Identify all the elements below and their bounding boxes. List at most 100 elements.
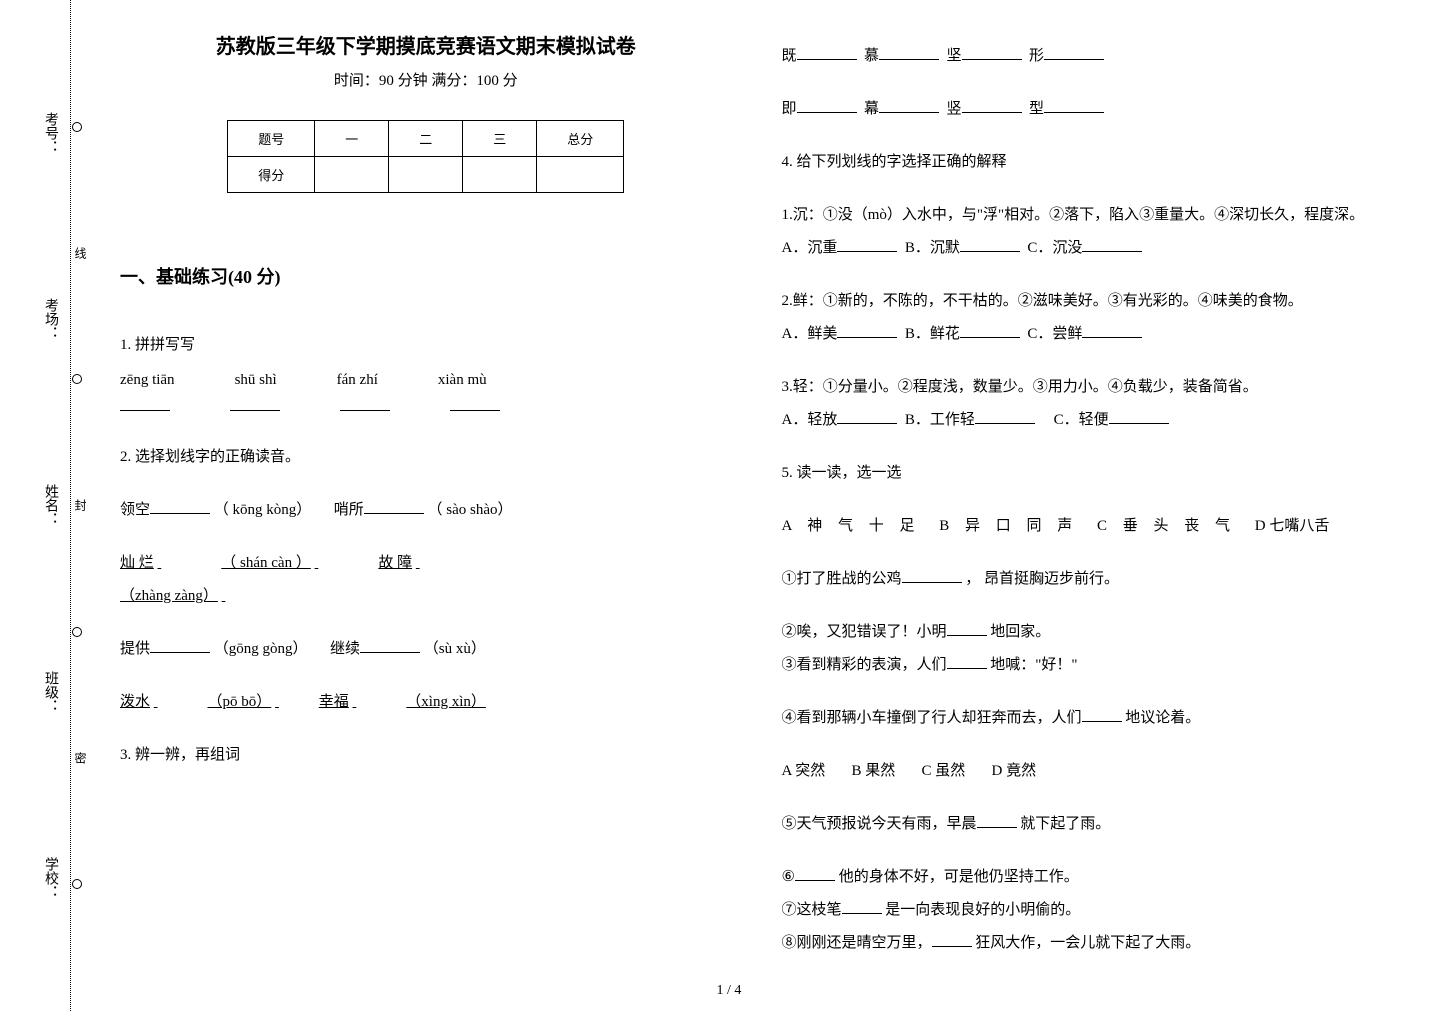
answer-blank — [150, 499, 210, 514]
answer-blank — [230, 395, 280, 411]
th-1: 一 — [315, 121, 389, 157]
answer-blank — [837, 409, 897, 424]
text: ， 昂首挺胸迈步前行。 — [965, 571, 1119, 587]
answer-blank — [416, 547, 456, 580]
seal-xian: 线 — [72, 247, 89, 259]
q2-py: （gōng gòng） — [214, 641, 308, 657]
q4-entry-3: 3.轻：①分量小。②程度浅，数量少。③用力小。④负载少，装备简省。 A．轻放 B… — [782, 371, 1394, 437]
binding-circle-icon — [72, 627, 82, 637]
answer-blank — [879, 98, 939, 113]
answer-blank — [797, 98, 857, 113]
answer-blank — [902, 568, 962, 583]
answer-blank — [960, 323, 1020, 338]
q2-py: （xìng xìn） — [406, 694, 486, 710]
answer-blank — [1082, 237, 1142, 252]
td-blank — [537, 157, 624, 193]
q5-opt: A 神 气 十 足 — [782, 518, 921, 534]
exam-title: 苏教版三年级下学期摸底竞赛语文期末模拟试卷 — [120, 30, 732, 59]
text: 地议论着。 — [1125, 710, 1200, 726]
text: 地回家。 — [990, 624, 1050, 640]
q5-options-2: A 突然 B 果然 C 虽然 D 竟然 — [782, 755, 1394, 788]
q2-word: 哨所 — [334, 502, 364, 518]
answer-blank — [837, 323, 897, 338]
q4-opt: B．鲜花 — [905, 326, 960, 342]
q2-py: （ kōng kòng） — [214, 502, 312, 518]
q2-word: 故 障 — [378, 555, 412, 571]
seal-feng: 封 — [72, 499, 89, 511]
spacer — [315, 547, 375, 580]
student-info-labels: 考号： 考场： 姓名： 班级： 学校： — [40, 0, 60, 1011]
q5-opt2: B 果然 — [852, 763, 896, 779]
q5-line-5: ⑤天气预报说今天有雨，早晨 就下起了雨。 — [782, 808, 1394, 841]
q2-word: 领空 — [120, 502, 150, 518]
answer-blank — [1109, 409, 1169, 424]
answer-blank — [158, 547, 218, 580]
q3-char: 坚 — [947, 48, 962, 64]
answer-blank — [1082, 707, 1122, 722]
q5-line-2-3: ②唉，又犯错误了！小明 地回家。 ③看到精彩的表演，人们 地喊："好！" — [782, 616, 1394, 682]
text: ③看到精彩的表演，人们 — [782, 657, 947, 673]
q2-line-3: 提供 （gōng gòng） 继续 （sù xù） — [120, 633, 732, 666]
answer-blank — [1082, 323, 1142, 338]
right-column: 既 慕 坚 形 即 幕 竖 型 4. 给下列划线的字选择正确的解释 1.沉：①没… — [782, 30, 1394, 981]
answer-blank — [932, 932, 972, 947]
answer-blank — [1044, 45, 1104, 60]
q3-char: 即 — [782, 101, 797, 117]
answer-blank — [960, 237, 1020, 252]
answer-blank — [222, 580, 262, 613]
label-name: 姓名： — [40, 484, 60, 526]
answer-blank — [962, 98, 1022, 113]
td-blank — [463, 157, 537, 193]
left-column: 苏教版三年级下学期摸底竞赛语文期末模拟试卷 时间：90 分钟 满分：100 分 … — [120, 30, 732, 981]
q2-py: （pō bō） — [208, 694, 272, 710]
text: 地喊："好！" — [990, 657, 1077, 673]
th-total: 总分 — [537, 121, 624, 157]
answer-blank — [947, 621, 987, 636]
answer-blank — [795, 866, 835, 881]
table-row: 题号 一 二 三 总分 — [228, 121, 624, 157]
answer-blank — [154, 686, 204, 719]
answer-blank — [837, 237, 897, 252]
answer-blank — [977, 813, 1017, 828]
q5-line-4: ④看到那辆小车撞倒了行人却狂奔而去，人们 地议论着。 — [782, 702, 1394, 735]
answer-blank — [353, 686, 403, 719]
answer-blank — [150, 638, 210, 653]
text: ②唉，又犯错误了！小明 — [782, 624, 947, 640]
q3-prompt: 3. 辨一辨，再组词 — [120, 743, 732, 764]
answer-blank — [962, 45, 1022, 60]
q2-word: 泼水 — [120, 694, 150, 710]
score-table: 题号 一 二 三 总分 得分 — [227, 120, 624, 193]
pinyin: shū shì — [235, 372, 277, 389]
binding-margin: 考号： 考场： 姓名： 班级： 学校： 线 封 密 — [0, 0, 100, 1011]
answer-blank — [879, 45, 939, 60]
binding-circle-icon — [72, 374, 82, 384]
q5-line-6-8: ⑥ 他的身体不好，可是他仍坚持工作。 ⑦这枝笔 是一向表现良好的小明偷的。 ⑧刚… — [782, 861, 1394, 960]
q4-prompt: 4. 给下列划线的字选择正确的解释 — [782, 150, 1394, 171]
q5-opt: D 七嘴八舌 — [1255, 518, 1330, 534]
q2-py: （ sào shào） — [428, 502, 513, 518]
answer-blank — [975, 409, 1035, 424]
text: ⑥ — [782, 869, 795, 885]
pinyin: xiàn mù — [438, 372, 487, 389]
q4-opt: A．轻放 — [782, 412, 838, 428]
q4-entry-1: 1.沉：①没（mò）入水中，与"浮"相对。②落下，陷入③重量大。④深切长久，程度… — [782, 199, 1394, 265]
q2-prompt: 2. 选择划线字的正确读音。 — [120, 445, 732, 466]
q2-word: 灿 烂 — [120, 555, 154, 571]
q2-py: （ shán càn ） — [221, 555, 311, 571]
binding-circle-icon — [72, 122, 82, 132]
td-blank — [315, 157, 389, 193]
q5-options-1: A 神 气 十 足 B 异 口 同 声 C 垂 头 丧 气 D 七嘴八舌 — [782, 510, 1394, 543]
q5-prompt: 5. 读一读，选一选 — [782, 461, 1394, 482]
content-columns: 苏教版三年级下学期摸底竞赛语文期末模拟试卷 时间：90 分钟 满分：100 分 … — [100, 0, 1433, 1011]
answer-blank — [120, 395, 170, 411]
q2-word: 幸福 — [319, 694, 349, 710]
q4-opt: B．工作轻 — [905, 412, 975, 428]
spacer — [275, 686, 315, 719]
answer-blank — [364, 499, 424, 514]
q5-opt2: A 突然 — [782, 763, 826, 779]
q5-opt2: D 竟然 — [992, 763, 1037, 779]
q4-def: 2.鲜：①新的，不陈的，不干枯的。②滋味美好。③有光彩的。④味美的食物。 — [782, 285, 1394, 318]
label-school: 学校： — [40, 857, 60, 899]
label-room: 考场： — [40, 298, 60, 340]
th-2: 二 — [389, 121, 463, 157]
